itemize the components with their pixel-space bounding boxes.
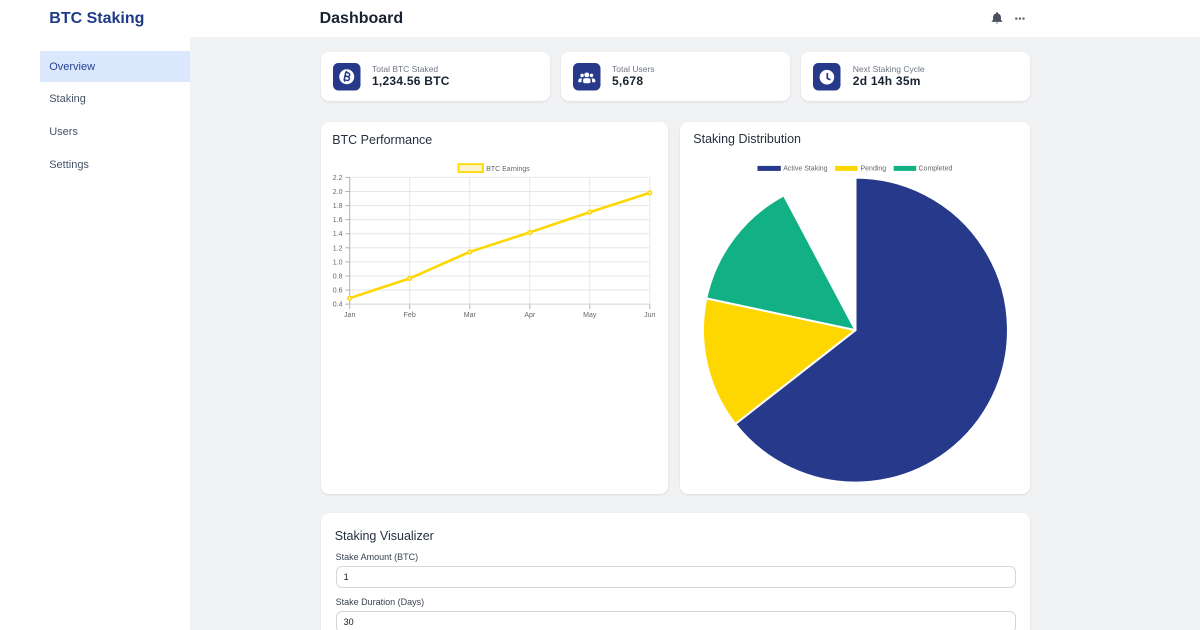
svg-text:Jan: Jan	[344, 312, 355, 319]
svg-text:1.4: 1.4	[333, 231, 343, 238]
svg-text:1.2: 1.2	[333, 245, 343, 252]
svg-text:1.8: 1.8	[333, 203, 343, 210]
svg-text:0.6: 0.6	[333, 287, 343, 294]
svg-text:0.4: 0.4	[333, 301, 343, 308]
svg-text:0.8: 0.8	[333, 273, 343, 280]
svg-text:2.0: 2.0	[333, 189, 343, 196]
svg-text:Active Staking: Active Staking	[783, 166, 827, 173]
svg-text:BTC Earnings: BTC Earnings	[486, 166, 530, 173]
svg-text:Completed: Completed	[918, 166, 952, 173]
svg-text:1.6: 1.6	[333, 217, 343, 224]
svg-text:Apr: Apr	[524, 312, 536, 319]
svg-text:Mar: Mar	[464, 312, 477, 319]
svg-text:Jun: Jun	[644, 312, 655, 319]
svg-text:Feb: Feb	[403, 312, 415, 319]
svg-text:May: May	[583, 312, 597, 319]
svg-text:Pending: Pending	[860, 166, 886, 173]
svg-text:1.0: 1.0	[333, 259, 343, 266]
svg-text:2.2: 2.2	[333, 175, 343, 182]
